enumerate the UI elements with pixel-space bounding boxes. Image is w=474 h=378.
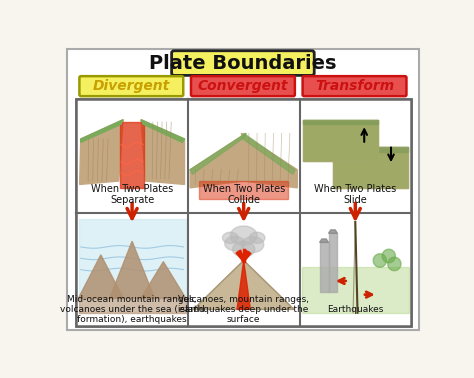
Text: Divergent: Divergent bbox=[93, 79, 170, 93]
Text: Mid-ocean mountain ranges,
volcanoes under the sea (island
formation), earthquak: Mid-ocean mountain ranges, volcanoes und… bbox=[60, 294, 204, 324]
Polygon shape bbox=[303, 120, 378, 161]
Polygon shape bbox=[333, 147, 408, 152]
Polygon shape bbox=[141, 262, 186, 298]
Polygon shape bbox=[319, 239, 328, 242]
Polygon shape bbox=[241, 133, 295, 174]
Polygon shape bbox=[328, 233, 337, 292]
Polygon shape bbox=[81, 120, 123, 143]
Polygon shape bbox=[120, 122, 145, 188]
Polygon shape bbox=[79, 218, 186, 298]
Text: Volcanoes, mountain ranges,
earthquakes deep under the
surface: Volcanoes, mountain ranges, earthquakes … bbox=[178, 294, 309, 324]
Polygon shape bbox=[237, 260, 250, 309]
FancyBboxPatch shape bbox=[80, 76, 183, 96]
Polygon shape bbox=[333, 147, 408, 188]
Polygon shape bbox=[222, 232, 238, 243]
Polygon shape bbox=[141, 120, 184, 143]
Bar bbox=[76, 99, 188, 213]
Polygon shape bbox=[333, 147, 408, 188]
Polygon shape bbox=[190, 133, 246, 174]
Polygon shape bbox=[388, 257, 401, 271]
FancyBboxPatch shape bbox=[302, 76, 406, 96]
Bar bbox=[300, 213, 411, 327]
Text: Transform: Transform bbox=[315, 79, 394, 93]
Polygon shape bbox=[225, 236, 245, 251]
Polygon shape bbox=[141, 120, 184, 184]
Text: Earthquakes: Earthquakes bbox=[327, 305, 383, 314]
Bar bbox=[300, 99, 411, 213]
Polygon shape bbox=[241, 237, 264, 253]
Bar bbox=[76, 99, 411, 327]
Text: Convergent: Convergent bbox=[198, 79, 288, 93]
FancyBboxPatch shape bbox=[191, 76, 295, 96]
Text: When Two Plates
Slide: When Two Plates Slide bbox=[314, 184, 396, 205]
Polygon shape bbox=[190, 133, 246, 188]
Polygon shape bbox=[199, 181, 288, 199]
Text: When Two Plates
Separate: When Two Plates Separate bbox=[91, 184, 173, 205]
Polygon shape bbox=[193, 260, 294, 309]
Polygon shape bbox=[80, 120, 123, 184]
Bar bbox=[188, 99, 300, 213]
Polygon shape bbox=[303, 120, 378, 124]
Polygon shape bbox=[241, 133, 297, 188]
Bar bbox=[188, 213, 300, 327]
Polygon shape bbox=[328, 230, 337, 233]
Polygon shape bbox=[230, 226, 257, 245]
Polygon shape bbox=[110, 241, 155, 298]
Polygon shape bbox=[319, 242, 328, 292]
Polygon shape bbox=[382, 249, 395, 263]
Text: Plate Boundaries: Plate Boundaries bbox=[149, 54, 337, 73]
Text: When Two Plates
Collide: When Two Plates Collide bbox=[202, 184, 285, 205]
Polygon shape bbox=[79, 298, 186, 313]
FancyBboxPatch shape bbox=[172, 51, 314, 75]
Polygon shape bbox=[303, 120, 378, 161]
Bar bbox=[76, 99, 411, 327]
Polygon shape bbox=[373, 254, 387, 267]
Polygon shape bbox=[79, 255, 123, 298]
Bar bbox=[76, 213, 188, 327]
Polygon shape bbox=[233, 241, 255, 257]
Polygon shape bbox=[249, 232, 265, 243]
Polygon shape bbox=[302, 267, 409, 313]
